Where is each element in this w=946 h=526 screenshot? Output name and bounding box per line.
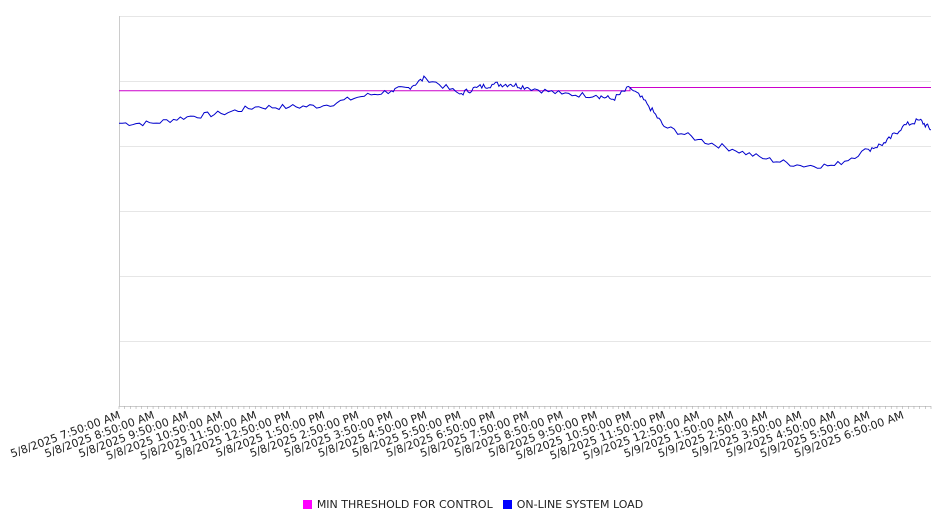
- x-axis-tick-labels: 5/8/2025 7:50:00 AM5/8/2025 8:50:00 AM5/…: [9, 409, 906, 463]
- chart-gridlines: [119, 16, 931, 342]
- series-layer: [119, 75, 932, 169]
- legend-item-online-system-load[interactable]: ON-LINE SYSTEM LOAD: [502, 498, 644, 511]
- legend: MIN THRESHOLD FOR CONTROL ON-LINE SYSTEM…: [0, 498, 946, 511]
- series-line-min-threshold: [119, 87, 931, 92]
- legend-label-online-system-load: ON-LINE SYSTEM LOAD: [516, 498, 644, 511]
- legend-swatch-min-threshold: [302, 500, 312, 509]
- series-line-online-system-load: [119, 75, 932, 169]
- legend-swatch-online-system-load: [502, 500, 512, 509]
- legend-label-min-threshold: MIN THRESHOLD FOR CONTROL: [316, 498, 493, 511]
- x-axis-minor-ticks: [118, 406, 932, 409]
- legend-item-min-threshold[interactable]: MIN THRESHOLD FOR CONTROL: [302, 498, 493, 511]
